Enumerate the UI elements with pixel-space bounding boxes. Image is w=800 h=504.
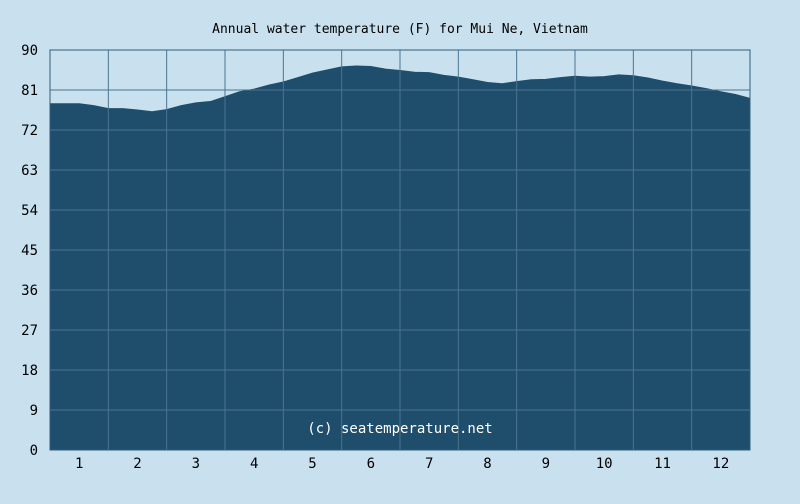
x-tick-label: 4 [250,456,258,472]
y-tick-label: 72 [21,123,38,139]
y-tick-label: 36 [21,283,38,299]
x-tick-label: 3 [192,456,200,472]
x-tick-label: 2 [133,456,141,472]
y-tick-label: 18 [21,363,38,379]
x-tick-label: 9 [542,456,550,472]
y-tick-label: 63 [21,163,38,179]
y-tick-label: 9 [30,403,38,419]
x-tick-label: 7 [425,456,433,472]
watermark-annotation: (c) seatemperature.net [307,421,492,437]
x-tick-label: 5 [308,456,316,472]
x-tick-label: 1 [75,456,83,472]
x-tick-label: 6 [367,456,375,472]
grid-layer [49,49,751,451]
y-tick-label: 27 [21,323,38,339]
y-axis-ticks: 0 9 18 27 36 45 54 63 72 81 90 [21,43,38,459]
x-tick-label: 8 [483,456,491,472]
x-tick-label: 12 [712,456,729,472]
y-tick-label: 54 [21,203,38,219]
x-tick-label: 11 [654,456,671,472]
y-tick-label: 90 [21,43,38,59]
plot-border [49,49,751,451]
y-tick-label: 45 [21,243,38,259]
y-tick-label: 0 [30,443,38,459]
chart-title: Annual water temperature (F) for Mui Ne,… [212,22,588,37]
y-tick-label: 81 [21,83,38,99]
x-axis-ticks: 1 2 3 4 5 6 7 8 9 10 11 12 [75,456,729,472]
x-tick-label: 10 [596,456,613,472]
